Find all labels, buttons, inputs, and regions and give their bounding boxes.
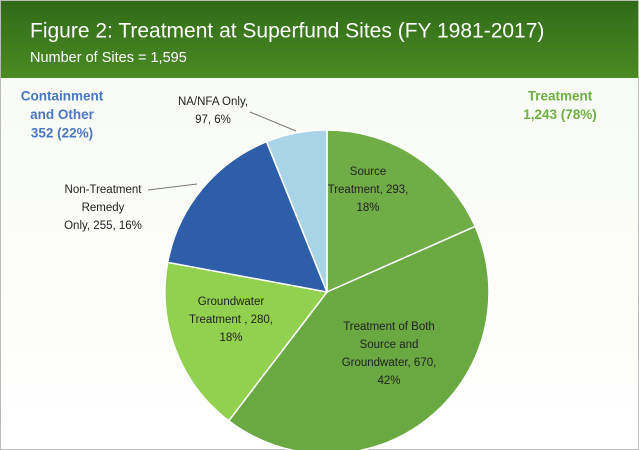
annotation: Treatment bbox=[528, 89, 593, 104]
data-label: Source and bbox=[360, 339, 419, 351]
annotation: 352 (22%) bbox=[31, 126, 93, 141]
pie-slice bbox=[227, 225, 490, 450]
data-label: Groundwater, 670, bbox=[342, 357, 437, 369]
data-label: Treatment, 293, bbox=[328, 184, 409, 196]
data-label: Only, 255, 16% bbox=[64, 220, 142, 232]
chart-subtitle: Number of Sites = 1,595 bbox=[30, 50, 187, 66]
data-label: Remedy bbox=[82, 202, 125, 214]
data-label: NA/NFA Only, bbox=[178, 96, 248, 108]
data-label: 97, 6% bbox=[195, 114, 231, 126]
annotation: 1,243 (78%) bbox=[523, 107, 597, 122]
header-band bbox=[1, 1, 638, 78]
data-label: Groundwater bbox=[198, 296, 265, 308]
data-label: Treatment of Both bbox=[343, 321, 435, 333]
data-label: Treatment , 280, bbox=[189, 314, 273, 326]
pie-slice bbox=[326, 129, 477, 294]
leader-line bbox=[249, 111, 297, 132]
data-label: 18% bbox=[356, 202, 379, 214]
chart-title: Figure 2: Treatment at Superfund Sites (… bbox=[30, 20, 544, 43]
annotation: and Other bbox=[30, 107, 95, 122]
leader-line bbox=[147, 183, 198, 191]
pie-slice bbox=[164, 261, 329, 422]
pie-slice bbox=[166, 140, 329, 293]
data-label: 18% bbox=[219, 332, 242, 344]
data-label: Source bbox=[350, 166, 386, 178]
pie-slice bbox=[265, 129, 328, 293]
annotation: Containment bbox=[21, 89, 104, 104]
data-label: Non-Treatment bbox=[65, 184, 143, 196]
data-label: 42% bbox=[377, 375, 400, 387]
